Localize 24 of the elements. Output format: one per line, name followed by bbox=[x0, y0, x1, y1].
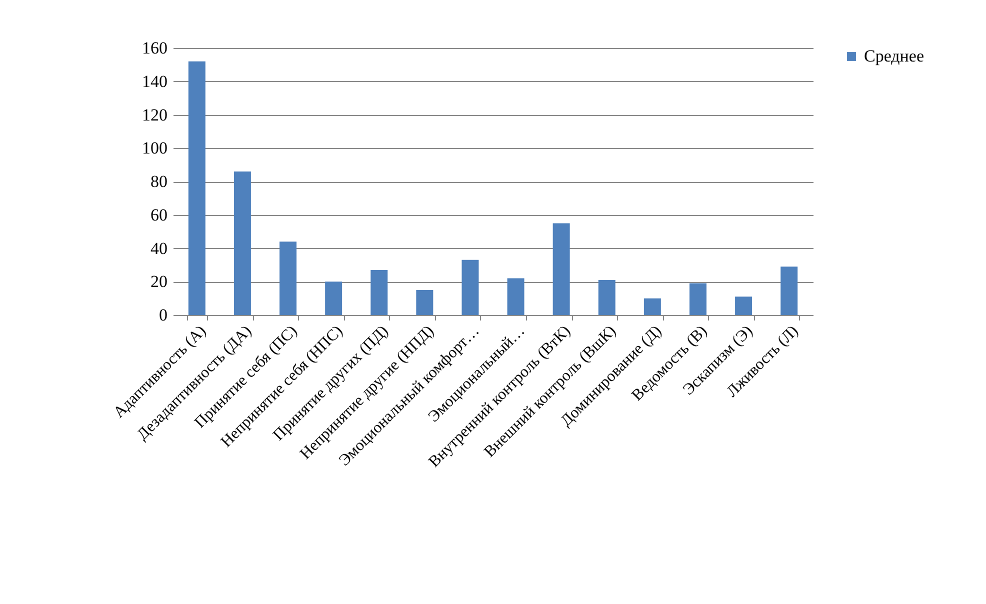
bar bbox=[735, 296, 752, 315]
bar bbox=[552, 223, 570, 315]
y-tick-label: 0 bbox=[159, 306, 168, 324]
legend-label: Среднее bbox=[864, 46, 924, 66]
bar bbox=[462, 260, 479, 315]
bar bbox=[416, 290, 434, 315]
bar bbox=[280, 242, 297, 315]
y-tick-label: 140 bbox=[142, 72, 168, 91]
bar bbox=[644, 298, 661, 315]
y-tick-label: 60 bbox=[150, 205, 168, 224]
y-tick-label: 100 bbox=[142, 138, 168, 158]
y-tick-label: 80 bbox=[150, 172, 168, 191]
y-tick-label: 160 bbox=[142, 38, 168, 58]
bar bbox=[598, 280, 616, 315]
y-tick-label: 120 bbox=[142, 105, 168, 124]
bar bbox=[370, 270, 388, 315]
bar bbox=[234, 171, 251, 315]
bar bbox=[188, 61, 206, 315]
bar bbox=[325, 282, 342, 315]
bar bbox=[689, 283, 706, 315]
bar bbox=[507, 278, 524, 315]
bar bbox=[780, 266, 798, 315]
y-tick-label: 20 bbox=[150, 272, 168, 292]
y-tick-label: 40 bbox=[150, 238, 168, 258]
